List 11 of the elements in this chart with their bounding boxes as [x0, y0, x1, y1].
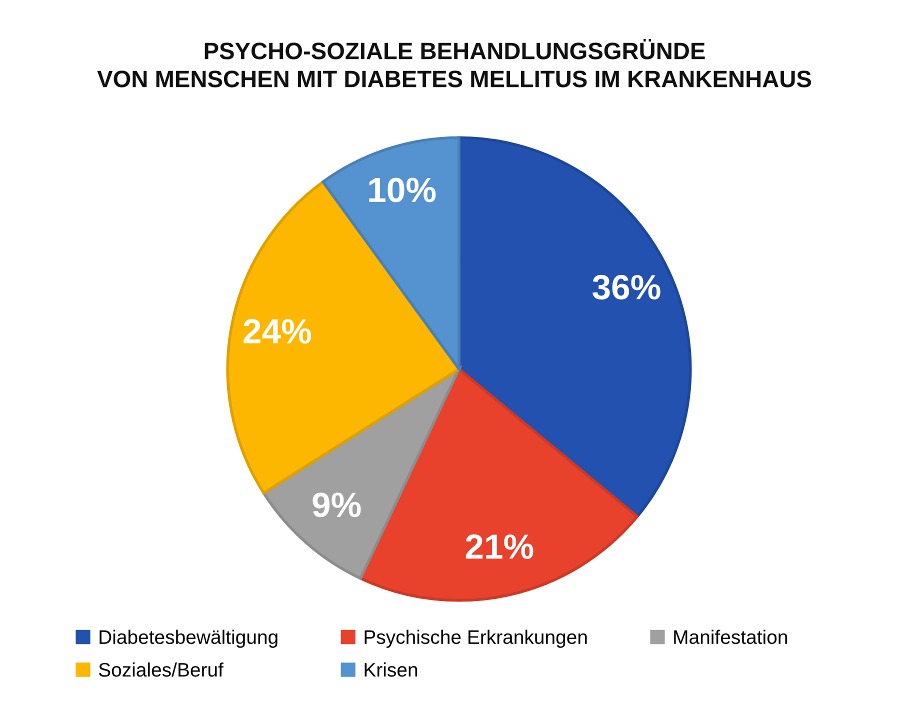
data-label: 24%	[244, 319, 312, 344]
legend-label: Krisen	[364, 662, 418, 677]
chart-title: PSYCHO-SOZIALE BEHANDLUNGSGRÜNDE VON MENSCHEN MIT DIABETES MELLITUS IM KRANKENHAUS	[97, 38, 812, 88]
legend-label: Manifestation	[674, 630, 787, 644]
legend-label: Soziales/Beruf	[98, 662, 224, 677]
legend-label: Psychische Erkrankungen	[364, 630, 587, 648]
legend-label: Diabetesbewältigung	[100, 630, 278, 648]
data-label: 21%	[466, 534, 534, 559]
data-label: 10%	[369, 178, 436, 202]
data-label: 9%	[312, 492, 361, 518]
data-label: 36%	[592, 274, 660, 300]
